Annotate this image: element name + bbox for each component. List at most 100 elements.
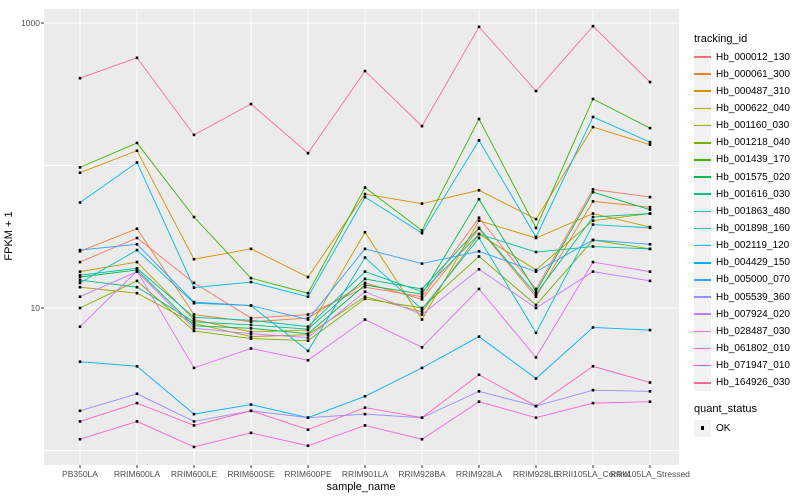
data-point xyxy=(78,278,82,282)
data-point xyxy=(648,279,652,283)
data-point xyxy=(135,236,139,240)
data-point xyxy=(648,208,652,211)
legend-item-label: Hb_000061_300 xyxy=(716,68,790,80)
data-point xyxy=(249,330,253,334)
x-tick-label-RRIM928BA: RRIM928BA xyxy=(398,469,446,479)
data-point xyxy=(249,102,253,106)
data-point xyxy=(135,291,139,295)
data-point xyxy=(306,339,310,342)
data-point xyxy=(249,247,253,251)
data-point xyxy=(192,316,196,319)
quant-ok-label: OK xyxy=(716,422,731,434)
series-color-line-icon xyxy=(694,90,711,93)
data-point xyxy=(249,327,253,330)
legend-item-Hb_000012_130: Hb_000012_130 xyxy=(694,48,790,66)
data-point xyxy=(477,232,481,236)
x-tick-label-RRII105LA_Control: RRII105LA_Control xyxy=(556,469,630,479)
legend-item-Hb_061802_010: Hb_061802_010 xyxy=(694,340,790,358)
legend-item-label: Hb_001439_170 xyxy=(716,154,790,166)
legend-item-Hb_004429_150: Hb_004429_150 xyxy=(694,254,790,272)
data-point xyxy=(306,275,310,279)
data-point xyxy=(249,316,253,320)
data-point xyxy=(591,24,595,28)
legend-key xyxy=(694,340,711,358)
data-point xyxy=(135,285,139,289)
y-axis-title: FPKM + 1 xyxy=(3,211,15,261)
legend-item-Hb_001616_030: Hb_001616_030 xyxy=(694,185,790,203)
legend-key xyxy=(694,134,711,152)
data-point xyxy=(78,260,82,264)
data-point xyxy=(78,201,82,204)
data-point xyxy=(78,270,82,273)
legend-key xyxy=(694,288,711,306)
data-point xyxy=(192,320,196,324)
data-point xyxy=(363,256,367,259)
x-tick-label-RRIM600LE: RRIM600LE xyxy=(170,469,218,479)
data-point xyxy=(249,431,253,435)
series-color-line-icon xyxy=(694,193,711,195)
data-point xyxy=(420,229,424,232)
data-point xyxy=(534,416,538,419)
legend-item-Hb_002119_120: Hb_002119_120 xyxy=(694,237,789,255)
quant-ok-key xyxy=(694,419,711,437)
data-point xyxy=(648,381,652,384)
data-point xyxy=(420,292,424,296)
data-point xyxy=(591,115,595,119)
data-point xyxy=(420,366,424,370)
x-tick-label-PB350LA: PB350LA xyxy=(62,469,98,479)
legend-item-label: Hb_071947_010 xyxy=(716,360,790,372)
series-color-line-icon xyxy=(694,159,711,161)
data-point xyxy=(135,279,139,283)
legend-key xyxy=(694,82,711,100)
legend-item-Hb_000487_310: Hb_000487_310 xyxy=(694,82,790,100)
data-point xyxy=(249,323,253,327)
data-point xyxy=(591,212,595,215)
data-point xyxy=(192,420,196,423)
data-point xyxy=(591,215,595,219)
data-point xyxy=(591,401,595,405)
data-point xyxy=(78,360,82,363)
data-point xyxy=(591,245,595,248)
x-tick-label-RRIM928LA: RRIM928LA xyxy=(455,469,503,479)
panel-background xyxy=(44,9,679,465)
series-color-line-icon xyxy=(694,347,711,350)
data-point xyxy=(648,195,652,199)
data-point xyxy=(249,280,253,284)
legend-item-label: Hb_061802_010 xyxy=(716,343,790,355)
series-color-line-icon xyxy=(694,176,711,178)
legend-key xyxy=(694,357,711,375)
data-point xyxy=(306,336,310,339)
data-point xyxy=(135,227,139,231)
data-point xyxy=(534,226,538,230)
legend-key xyxy=(694,220,711,237)
legend-item-label: Hb_001898_160 xyxy=(716,223,790,234)
data-point xyxy=(534,295,538,299)
data-point xyxy=(306,349,310,353)
data-point xyxy=(192,318,196,321)
x-tick-label-RRIM600LA: RRIM600LA xyxy=(113,469,161,479)
data-point xyxy=(78,166,82,169)
data-point xyxy=(192,133,196,137)
data-point xyxy=(192,281,196,285)
data-point xyxy=(477,216,481,220)
data-point xyxy=(591,97,595,101)
data-point xyxy=(306,428,310,431)
data-point xyxy=(306,325,310,328)
data-point xyxy=(363,230,367,234)
data-point xyxy=(306,416,310,419)
data-point xyxy=(534,250,538,254)
data-point xyxy=(363,192,367,196)
data-point xyxy=(306,316,310,320)
data-point xyxy=(534,290,538,294)
y-tick-label: 1000 xyxy=(21,18,40,28)
data-point xyxy=(534,89,538,93)
data-point xyxy=(363,281,367,285)
legend-key xyxy=(694,185,711,203)
data-point xyxy=(192,329,196,333)
data-point xyxy=(192,324,196,328)
legend-item-Hb_028487_030: Hb_028487_030 xyxy=(694,322,790,340)
legend-item-label: Hb_001575_020 xyxy=(716,171,790,183)
legend-item-label: Hb_005000_070 xyxy=(716,274,790,286)
data-point xyxy=(477,400,481,404)
